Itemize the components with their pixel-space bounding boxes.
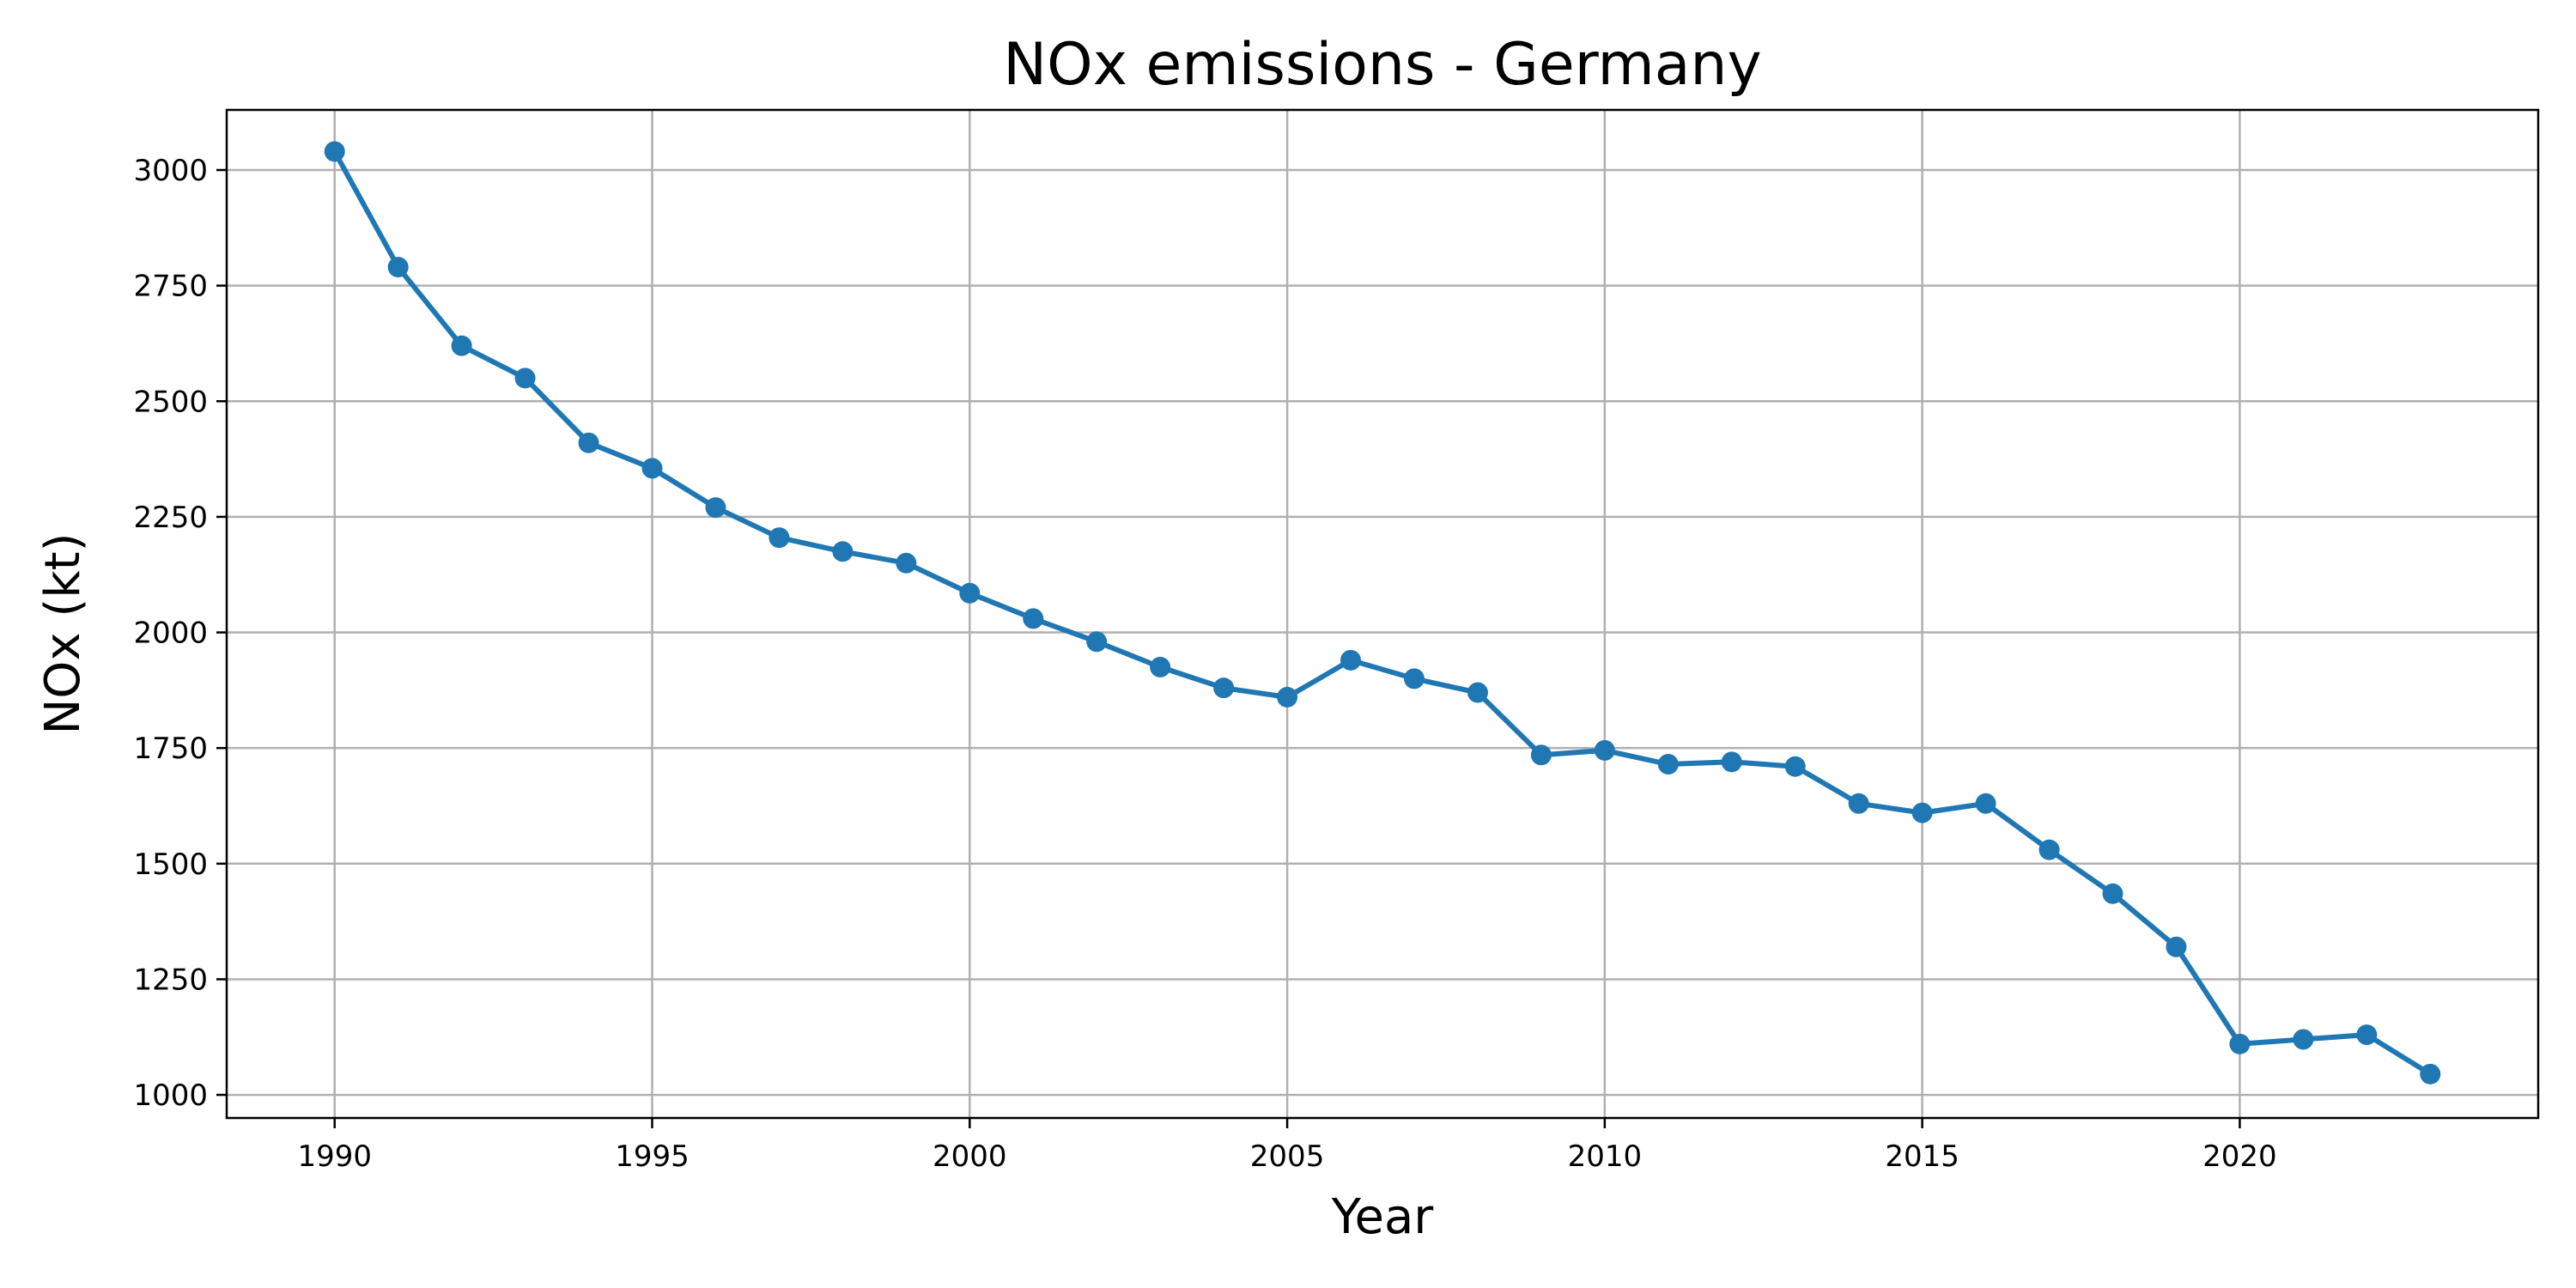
y-tick-label: 3000 — [133, 154, 208, 188]
data-point — [1594, 739, 1615, 761]
y-tick-label: 2750 — [133, 270, 208, 304]
x-tick-label: 2020 — [2202, 1139, 2277, 1174]
data-point — [959, 582, 981, 604]
data-point — [2293, 1029, 2314, 1050]
plot-frame — [225, 108, 2540, 1120]
x-tick-label: 2015 — [1885, 1139, 1959, 1174]
data-point — [514, 368, 536, 389]
y-tick-label: 2000 — [133, 617, 208, 651]
y-tick-label: 1000 — [133, 1078, 208, 1113]
data-point — [1086, 631, 1108, 653]
data-point — [2166, 936, 2187, 957]
data-point — [1213, 677, 1235, 699]
x-tick-label: 2000 — [933, 1139, 1007, 1174]
data-point — [1340, 649, 1362, 671]
data-point — [2420, 1063, 2441, 1084]
tick-layer: 1990 1995 2000 2005 2010 2015 2020 1000 1250 1500… — [133, 154, 2276, 1174]
data-point — [2102, 883, 2123, 904]
data-point — [641, 458, 663, 479]
data-point — [451, 335, 472, 356]
data-point — [1403, 668, 1425, 690]
data-point — [1911, 802, 1933, 823]
y-tick-label: 1250 — [133, 963, 208, 997]
y-tick-label: 1500 — [133, 848, 208, 882]
data-point — [324, 141, 345, 162]
x-tick-label: 2005 — [1250, 1139, 1325, 1174]
y-axis-label: NOx (kt) — [35, 533, 91, 735]
data-point — [387, 257, 409, 278]
data-point — [705, 497, 726, 519]
chart-title: NOx emissions - Germany — [1003, 31, 1761, 99]
marker-layer — [324, 141, 2441, 1084]
data-point — [1848, 793, 1869, 814]
data-point — [2229, 1033, 2251, 1054]
series-layer — [331, 149, 2433, 1077]
data-point — [1023, 608, 1044, 629]
data-point — [1721, 751, 1742, 773]
data-point — [1657, 754, 1679, 775]
x-tick-label: 1995 — [615, 1139, 690, 1174]
x-tick-label: 1990 — [297, 1139, 372, 1174]
y-tick-label: 1750 — [133, 732, 208, 766]
data-point — [832, 541, 854, 562]
data-point — [2356, 1024, 2378, 1046]
data-point — [769, 527, 790, 549]
data-point — [2038, 839, 2060, 860]
data-point — [1150, 656, 1171, 677]
x-axis-label: Year — [1331, 1189, 1435, 1245]
data-point — [578, 432, 599, 453]
x-tick-label: 2010 — [1568, 1139, 1643, 1174]
data-point — [896, 552, 917, 574]
grid — [227, 110, 2538, 1118]
data-point — [1277, 686, 1298, 708]
y-tick-label: 2500 — [133, 385, 208, 419]
data-point — [1975, 793, 1996, 814]
data-point — [1530, 744, 1552, 766]
data-point — [1467, 682, 1488, 703]
data-point — [1784, 756, 1806, 777]
y-tick-label: 2250 — [133, 501, 208, 535]
series-line — [331, 149, 2433, 1077]
